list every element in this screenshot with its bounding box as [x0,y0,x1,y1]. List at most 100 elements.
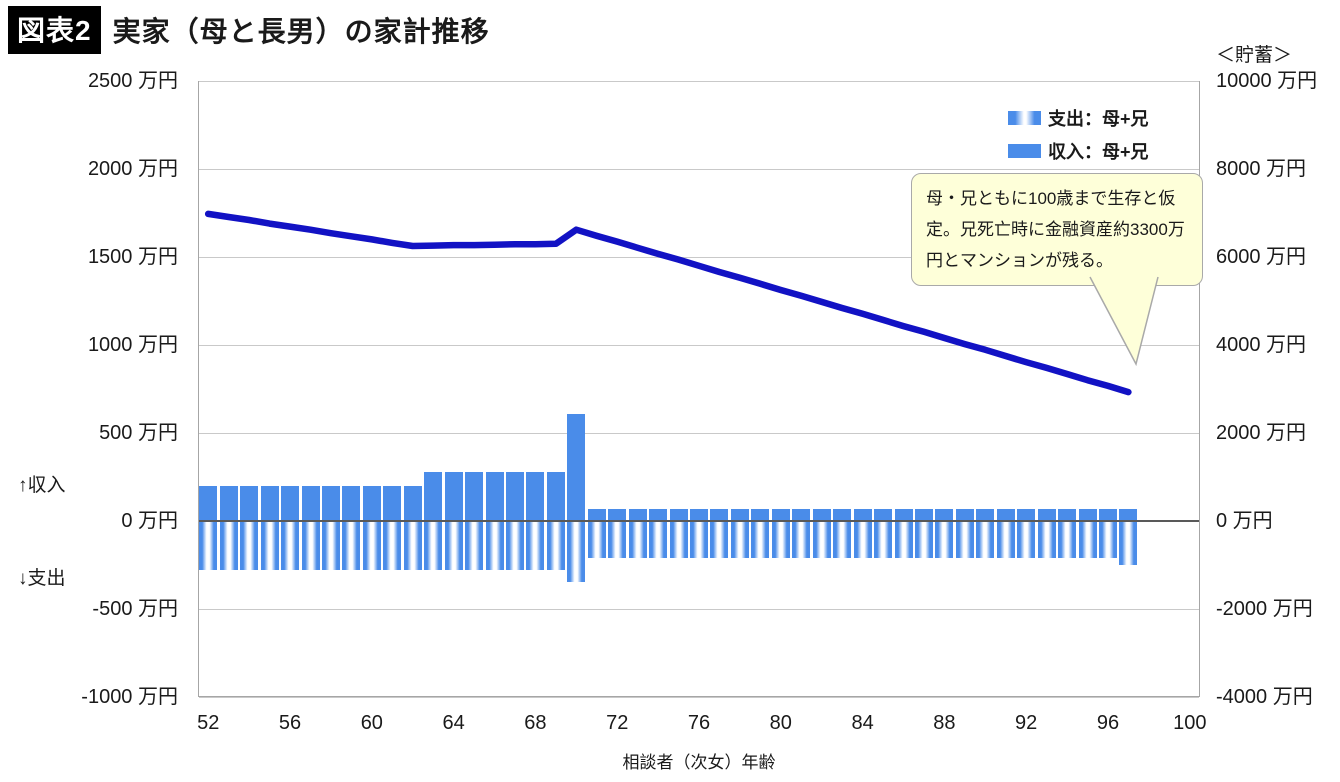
x-axis-tick-label: 64 [442,712,465,734]
legend-item-expense: 支出：母+兄 [1008,101,1149,134]
legend-label-income: 収入：母+兄 [1048,141,1149,162]
income-bar [894,508,913,521]
income-bar [240,485,259,521]
income-bar [444,471,463,521]
income-bar [1119,508,1138,521]
income-bar [260,485,279,521]
left-axis-tick-label: 500 万円 [99,422,178,444]
income-bar [342,485,361,521]
left-axis-tick-label: -500 万円 [92,598,178,620]
figure-title: 図表2 実家（母と長男）の家計推移 [8,6,490,54]
income-bar [771,508,790,521]
income-bar [935,508,954,521]
expense-bar [771,521,790,558]
expense-bar [485,521,504,571]
gridline [199,433,1199,434]
income-bar [608,508,627,521]
gridline [199,169,1199,170]
income-bar [403,485,422,521]
gridline [199,81,1199,82]
expense-bar [260,521,279,571]
expense-bar [710,521,729,558]
income-bar [281,485,299,521]
expense-bar [914,521,933,558]
x-axis-tick-label: 96 [1096,712,1120,734]
income-bar [669,508,688,521]
income-bar [874,508,892,521]
income-bar [690,508,708,521]
expense-bar [751,521,770,558]
gridline [199,697,1199,698]
expense-direction-label: ↓支出 [18,568,66,589]
right-axis-tick-label: 6000 万円 [1216,246,1307,268]
expense-bar [383,521,402,571]
income-bar [1078,508,1097,521]
left-axis-tick-label: 1000 万円 [87,334,178,356]
legend-item-income: 収入：母+兄 [1008,134,1149,167]
income-bar [1017,508,1036,521]
expense-bar [301,521,320,571]
income-bar [976,508,995,521]
income-bar [628,508,647,521]
figure-number-badge: 図表2 [8,6,101,54]
expense-bar [935,521,954,558]
income-bar [383,485,402,521]
left-axis-tick-label: 0 万円 [121,510,178,532]
legend-label-expense: 支出：母+兄 [1048,108,1149,129]
expense-bar [833,521,852,558]
income-bar [546,471,565,521]
expense-bar [1119,521,1138,565]
figure-title-text: 実家（母と長男）の家計推移 [112,16,490,47]
expense-striped-swatch-icon [1008,110,1041,125]
income-bar [219,485,238,521]
expense-bar [1058,521,1077,558]
expense-bar [546,521,565,571]
income-bar [526,471,545,521]
expense-bar [730,521,749,558]
income-bar [914,508,933,521]
expense-bar [628,521,647,558]
right-axis-tick-label: 0 万円 [1216,510,1273,532]
income-bar [506,471,524,521]
expense-bar [1037,521,1056,558]
right-axis-tick-label: 2000 万円 [1216,422,1307,444]
income-bar [465,471,484,521]
left-axis-tick-label: 2500 万円 [87,70,178,92]
income-bar [301,485,320,521]
expense-bar [465,521,484,571]
expense-bar [792,521,811,558]
income-bar [812,508,831,521]
expense-bar [608,521,627,558]
income-bar [1037,508,1056,521]
expense-bar [199,521,218,571]
income-bar [567,413,586,521]
x-axis-tick-label: 80 [769,712,792,734]
income-bar [710,508,729,521]
income-bar [792,508,811,521]
expense-bar [342,521,361,571]
x-axis-tick-label: 60 [360,712,383,734]
right-axis-tick-label: -4000 万円 [1216,686,1313,708]
expense-bar [874,521,892,558]
right-axis-title: ＜貯蓄＞ [1216,45,1293,66]
right-axis-tick-label: 4000 万円 [1216,334,1307,356]
callout-text: 母・兄ともに100歳まで生存と仮定。兄死亡時に金融資産約3300万円とマンション… [926,189,1185,270]
x-axis-title: 相談者（次女）年齢 [622,753,776,772]
income-bar [833,508,852,521]
right-axis-tick-label: 10000 万円 [1216,70,1318,92]
left-axis-tick-label: 1500 万円 [87,246,178,268]
expense-bar [506,521,524,571]
expense-bar [281,521,299,571]
expense-bar [649,521,668,558]
right-axis-tick-label: -2000 万円 [1216,598,1313,620]
expense-bar [669,521,688,558]
x-axis-tick-label: 68 [524,712,547,734]
expense-bar [321,521,340,571]
income-bar [321,485,340,521]
income-bar [1099,508,1117,521]
expense-bar [1099,521,1117,558]
x-axis-tick-label: 72 [606,712,629,734]
gridline [199,345,1199,346]
gridline [199,609,1199,610]
